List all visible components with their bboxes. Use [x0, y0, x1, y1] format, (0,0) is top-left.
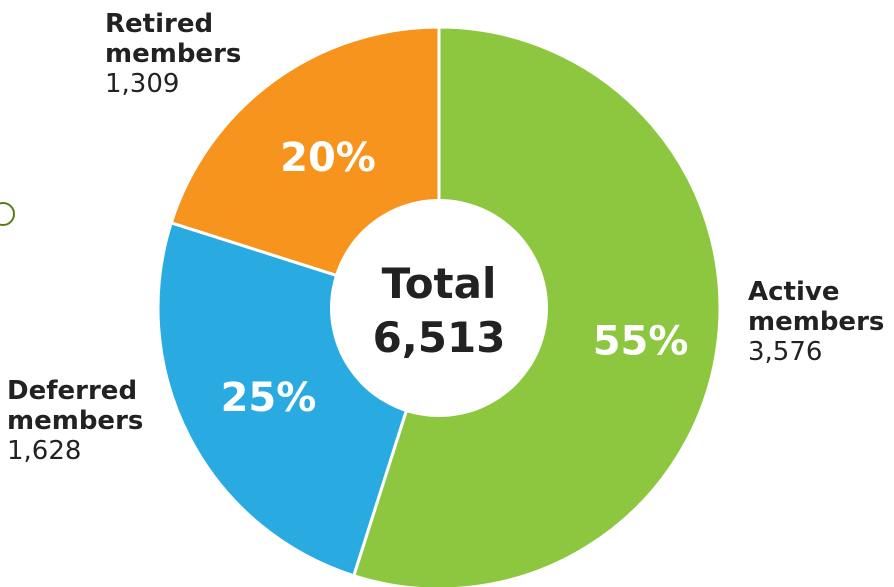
center-total-label: Total [382, 259, 497, 308]
deferred-title-line1: Deferred [7, 376, 138, 406]
deferred-title-line2: members [7, 405, 144, 436]
active-title-line2: members [748, 306, 885, 337]
active-members-label: Active members 3,576 [748, 277, 885, 368]
percent-label-active: 55% [593, 318, 689, 364]
percent-labels: 55% 25% 20% [221, 135, 689, 421]
retired-value: 1,309 [105, 68, 180, 99]
deferred-members-label: Deferred members 1,628 [7, 376, 144, 467]
active-value: 3,576 [748, 336, 823, 367]
percent-label-retired: 20% [280, 135, 376, 181]
retired-members-label: Retired members 1,309 [105, 9, 242, 100]
decorative-circle-icon [0, 202, 15, 226]
percent-label-deferred: 25% [221, 375, 317, 421]
deferred-value: 1,628 [7, 435, 82, 466]
retired-title-line2: members [105, 38, 242, 69]
center-total-value: 6,513 [373, 313, 506, 362]
retired-title-line1: Retired [105, 9, 214, 39]
active-title-line1: Active [748, 277, 840, 307]
center-hole [330, 199, 548, 417]
